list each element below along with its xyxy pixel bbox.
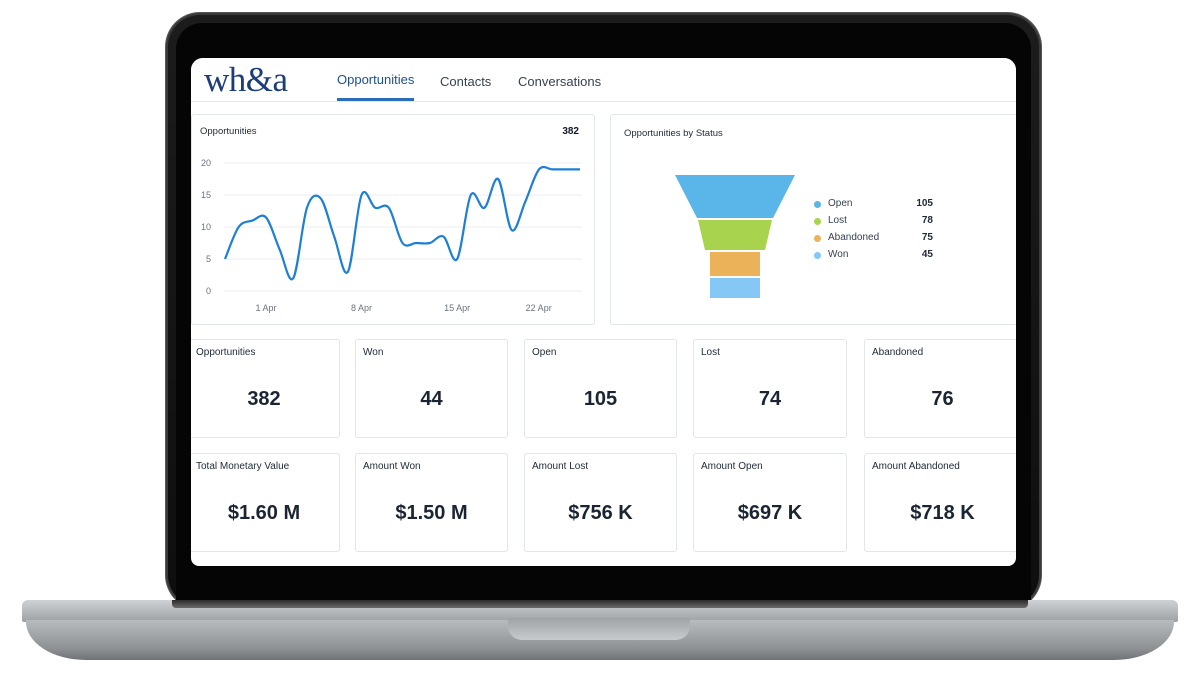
stat-card-amount-won: Amount Won $1.50 M	[355, 453, 508, 552]
stat-card-won: Won 44	[355, 339, 508, 438]
line-card-title: Opportunities	[200, 126, 257, 137]
line-card-count: 382	[562, 126, 579, 137]
legend-dot	[814, 252, 821, 259]
top-navigation: wh&a Opportunities Contacts Conversation…	[191, 58, 1016, 102]
stat-value: 44	[420, 388, 443, 410]
status-funnel-chart	[675, 175, 795, 298]
stat-label: Won	[363, 347, 384, 358]
legend-dot	[814, 218, 821, 225]
y-tick-label: 5	[206, 254, 211, 264]
legend-value-open: 105	[916, 198, 933, 209]
laptop-base	[22, 600, 1178, 662]
laptop-notch	[508, 618, 690, 640]
funnel-segment-abandoned[interactable]	[710, 252, 760, 276]
x-tick-label: 8 Apr	[351, 303, 372, 313]
stat-value: $697 K	[737, 502, 803, 524]
stat-value: 105	[583, 388, 618, 410]
stat-card-opportunities: Opportunities 382	[191, 339, 340, 438]
stat-label: Opportunities	[196, 347, 256, 358]
status-funnel-card: Opportunities by Status Open 105 Lost 78 Aba…	[610, 114, 1016, 325]
legend-value-abandoned: 75	[921, 232, 933, 243]
stat-value: 382	[247, 388, 281, 410]
stat-card-total-monetary-value: Total Monetary Value $1.60 M	[191, 453, 340, 552]
stat-label: Amount Open	[701, 461, 763, 472]
x-tick-label: 1 Apr	[255, 303, 276, 313]
legend-value-lost: 78	[921, 215, 933, 226]
brand-logo[interactable]: wh&a	[204, 60, 288, 99]
y-tick-label: 20	[201, 158, 211, 168]
funnel-segment-open[interactable]	[675, 175, 795, 218]
stat-label: Amount Lost	[532, 461, 589, 472]
x-tick-label: 22 Apr	[526, 303, 552, 313]
legend-value-won: 45	[921, 249, 933, 260]
stat-label: Total Monetary Value	[196, 461, 290, 472]
stat-card-amount-open: Amount Open $697 K	[693, 453, 847, 552]
legend-label-won: Won	[828, 249, 849, 260]
stat-label: Amount Won	[363, 461, 421, 472]
opportunities-line-card: Opportunities 382 0 5 10 15 20 1 Apr 8 Apr 15 A…	[191, 114, 595, 325]
tab-contacts[interactable]: Contacts	[440, 74, 492, 89]
tab-conversations[interactable]: Conversations	[518, 74, 602, 89]
opportunities-line-chart: 0 5 10 15 20 1 Apr 8 Apr 15 Apr 22 Apr	[201, 158, 582, 313]
stat-label: Lost	[701, 347, 720, 358]
stat-card-open: Open 105	[524, 339, 677, 438]
stat-value: $1.50 M	[395, 502, 468, 524]
stat-card-amount-lost: Amount Lost $756 K	[524, 453, 677, 552]
legend-label-open: Open	[828, 198, 853, 209]
y-tick-label: 10	[201, 222, 211, 232]
funnel-segment-won[interactable]	[710, 278, 760, 298]
stat-value: 76	[931, 388, 954, 410]
legend-label-lost: Lost	[828, 215, 847, 226]
stat-value: $718 K	[910, 502, 975, 524]
stat-value: $1.60 M	[227, 502, 301, 524]
opportunities-series-line	[223, 165, 580, 281]
stat-value: $756 K	[568, 502, 633, 524]
stat-card-abandoned: Abandoned 76	[864, 339, 1016, 438]
stat-label: Abandoned	[872, 347, 924, 358]
stat-card-amount-abandoned: Amount Abandoned $718 K	[864, 453, 1016, 552]
y-tick-label: 15	[201, 190, 211, 200]
stat-label: Open	[532, 347, 557, 358]
legend-dot	[814, 235, 821, 242]
tab-opportunities[interactable]: Opportunities	[337, 72, 415, 101]
legend-label-abandoned: Abandoned	[828, 232, 880, 243]
stat-card-lost: Lost 74	[693, 339, 847, 438]
legend-dot	[814, 201, 821, 208]
stat-label: Amount Abandoned	[872, 461, 960, 472]
laptop-hinge	[172, 600, 1028, 608]
y-tick-label: 0	[206, 286, 211, 296]
stat-value: 74	[758, 388, 782, 410]
app-screen: wh&a Opportunities Contacts Conversation…	[191, 58, 1016, 566]
x-tick-label: 15 Apr	[444, 303, 470, 313]
funnel-card-title: Opportunities by Status	[624, 128, 723, 139]
funnel-segment-lost[interactable]	[698, 220, 772, 250]
